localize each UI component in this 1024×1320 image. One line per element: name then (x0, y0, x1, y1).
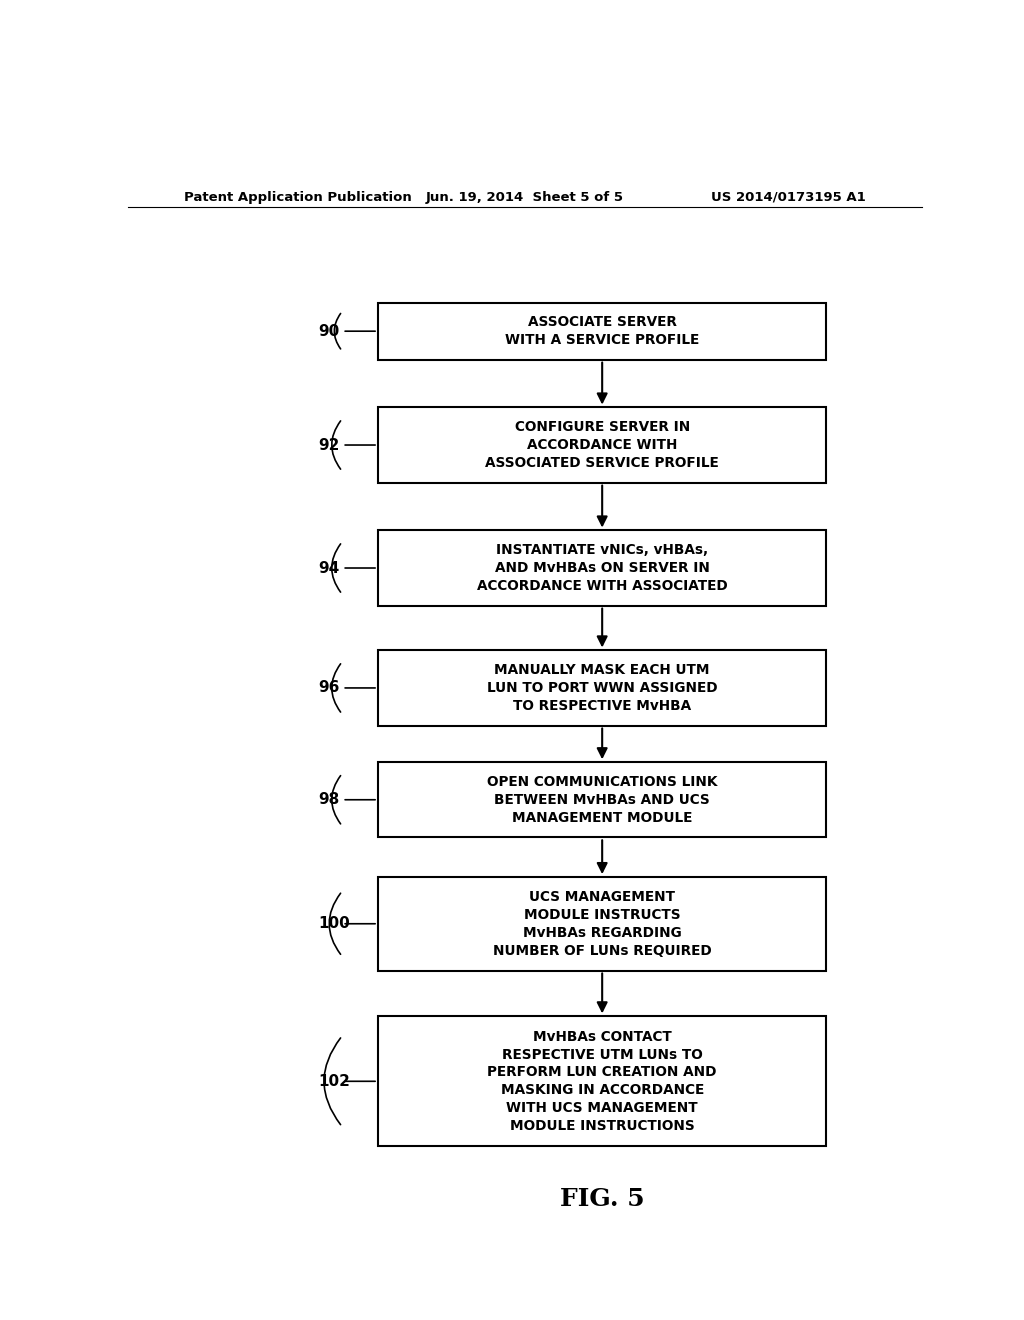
Text: 100: 100 (318, 916, 350, 931)
Text: Patent Application Publication: Patent Application Publication (183, 190, 412, 203)
Text: MvHBAs CONTACT
RESPECTIVE UTM LUNs TO
PERFORM LUN CREATION AND
MASKING IN ACCORD: MvHBAs CONTACT RESPECTIVE UTM LUNs TO PE… (487, 1030, 717, 1133)
Text: UCS MANAGEMENT
MODULE INSTRUCTS
MvHBAs REGARDING
NUMBER OF LUNs REQUIRED: UCS MANAGEMENT MODULE INSTRUCTS MvHBAs R… (493, 890, 712, 957)
Bar (378, 876, 826, 970)
Text: 92: 92 (318, 437, 340, 453)
Bar (378, 762, 826, 837)
Text: INSTANTIATE vNICs, vHBAs,
AND MvHBAs ON SERVER IN
ACCORDANCE WITH ASSOCIATED: INSTANTIATE vNICs, vHBAs, AND MvHBAs ON … (477, 543, 727, 593)
Text: 90: 90 (318, 323, 340, 339)
Text: CONFIGURE SERVER IN
ACCORDANCE WITH
ASSOCIATED SERVICE PROFILE: CONFIGURE SERVER IN ACCORDANCE WITH ASSO… (485, 420, 719, 470)
Text: OPEN COMMUNICATIONS LINK
BETWEEN MvHBAs AND UCS
MANAGEMENT MODULE: OPEN COMMUNICATIONS LINK BETWEEN MvHBAs … (487, 775, 718, 825)
Bar (378, 302, 826, 359)
Text: US 2014/0173195 A1: US 2014/0173195 A1 (712, 190, 866, 203)
Text: 102: 102 (318, 1073, 350, 1089)
Bar (378, 1016, 826, 1146)
Text: ASSOCIATE SERVER
WITH A SERVICE PROFILE: ASSOCIATE SERVER WITH A SERVICE PROFILE (505, 315, 699, 347)
Text: 94: 94 (318, 561, 340, 576)
Text: Jun. 19, 2014  Sheet 5 of 5: Jun. 19, 2014 Sheet 5 of 5 (426, 190, 624, 203)
Text: 96: 96 (318, 680, 340, 696)
Bar (378, 531, 826, 606)
Text: MANUALLY MASK EACH UTM
LUN TO PORT WWN ASSIGNED
TO RESPECTIVE MvHBA: MANUALLY MASK EACH UTM LUN TO PORT WWN A… (486, 663, 718, 713)
Text: FIG. 5: FIG. 5 (560, 1187, 644, 1212)
Bar (378, 408, 826, 483)
Bar (378, 651, 826, 726)
Text: 98: 98 (318, 792, 340, 808)
